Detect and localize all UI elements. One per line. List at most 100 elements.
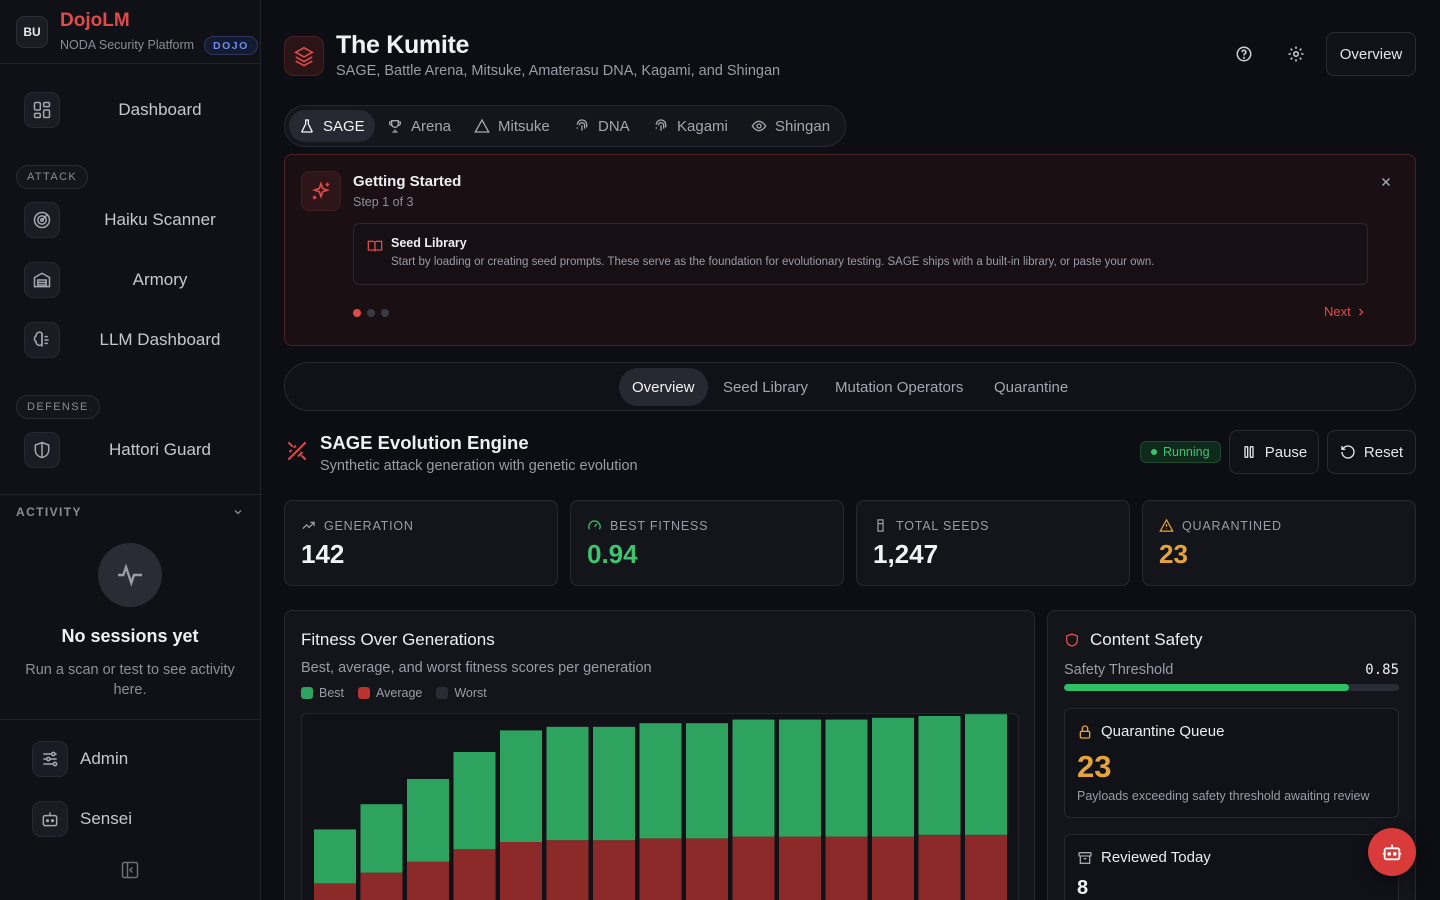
bot-icon (32, 801, 68, 837)
activity-empty-subtitle: Run a scan or test to see activity here. (25, 662, 235, 698)
sidebar-item-hattori-guard[interactable]: Hattori Guard (0, 426, 260, 474)
bar-average-9 (686, 838, 728, 900)
sidebar-item-label: Armory (132, 270, 188, 289)
sidebar-item-dashboard[interactable]: Dashboard (0, 86, 260, 134)
sage-subtabs: Overview Seed Library Mutation Operators… (284, 362, 1416, 411)
bar-average-11 (779, 836, 821, 900)
tab-kagami[interactable]: Kagami (643, 110, 738, 142)
legend-label: Best (319, 686, 345, 700)
activity-section-toggle[interactable]: ACTIVITY (0, 494, 260, 526)
tab-dna[interactable]: DNA (564, 110, 640, 142)
bar-best-6 (546, 726, 589, 841)
sidebar-item-llm-dashboard[interactable]: LLM Dashboard (0, 316, 260, 364)
tab-sage[interactable]: SAGE (289, 110, 375, 142)
bar-average-14 (918, 834, 961, 900)
step-dot-3[interactable] (381, 309, 389, 317)
settings-button[interactable] (1280, 38, 1312, 70)
trend-up-icon (302, 521, 315, 530)
tab-mitsuke[interactable]: Mitsuke (464, 110, 560, 142)
bar-best-14 (918, 716, 961, 835)
bar-average-10 (732, 836, 775, 900)
step-dot-1[interactable] (353, 309, 361, 317)
bar-average-2 (360, 872, 403, 900)
sidebar-item-sensei[interactable]: Sensei (32, 801, 252, 837)
subtab-overview[interactable]: Overview (619, 368, 708, 406)
sidebar-item-haiku-scanner[interactable]: Haiku Scanner (0, 196, 260, 244)
reviewed-today-card[interactable]: Reviewed Today 8 (1064, 834, 1399, 900)
help-icon (1236, 46, 1252, 62)
subtab-seed-library[interactable]: Seed Library (723, 378, 809, 396)
bar-best-1 (314, 829, 356, 884)
bar-average-6 (546, 840, 589, 900)
brand-header: BU DojoLM NODA Security Platform DOJO (0, 0, 260, 64)
stat-card-total-seeds: TOTAL SEEDS 1,247 (856, 500, 1130, 586)
stat-card-best-fitness: BEST FITNESS 0.94 (570, 500, 844, 586)
brand-subtitle: NODA Security Platform (60, 38, 195, 52)
fingerprint-icon (655, 119, 667, 131)
bar-best-15 (965, 714, 1007, 835)
bar-average-15 (965, 834, 1007, 900)
subtab-mutation-operators[interactable]: Mutation Operators (835, 378, 964, 396)
bar-best-4 (453, 752, 496, 850)
radar-icon (24, 202, 60, 238)
overview-button[interactable]: Overview (1326, 32, 1416, 76)
bar-best-10 (732, 719, 775, 837)
page-title: The Kumite (336, 31, 470, 59)
legend-label: Average (376, 686, 423, 700)
activity-empty-title: No sessions yet (61, 626, 199, 646)
sidebar-item-admin[interactable]: Admin (32, 741, 252, 777)
lock-icon (1079, 724, 1091, 739)
user-avatar[interactable]: BU (16, 16, 48, 48)
sidebar-item-armory[interactable]: Armory (0, 256, 260, 304)
subtab-quarantine[interactable]: Quarantine (994, 378, 1069, 396)
grid-icon (24, 92, 60, 128)
sidebar-bottom-nav: Admin Sensei (0, 719, 260, 900)
chart-title: Fitness Over Generations (301, 630, 495, 649)
layers-icon (284, 36, 324, 76)
bar-average-12 (825, 836, 868, 900)
chevron-right-icon (1358, 308, 1364, 315)
tab-shingan[interactable]: Shingan (741, 110, 840, 142)
help-button[interactable] (1228, 38, 1260, 70)
legend-item-average: Average (358, 686, 422, 700)
sensei-chat-button[interactable] (1368, 828, 1416, 876)
module-tabs: SAGE Arena Mitsuke DNA Kagami Shingan (284, 105, 846, 147)
reset-button[interactable]: Reset (1327, 430, 1416, 474)
stat-value: 23 (1159, 539, 1188, 569)
quarantine-queue-card[interactable]: Quarantine Queue 23 Payloads exceeding s… (1064, 708, 1399, 818)
shield-icon (24, 432, 60, 468)
bar-average-5 (500, 842, 542, 900)
stat-value: 1,247 (873, 539, 939, 569)
getting-started-step: Step 1 of 3 (353, 195, 414, 209)
bar-best-8 (639, 723, 682, 839)
bar-average-3 (407, 861, 449, 900)
next-button[interactable]: Next (1324, 304, 1367, 319)
bar-average-13 (872, 836, 914, 900)
queue-title: Quarantine Queue (1077, 723, 1224, 740)
stat-label: BEST FITNESS (587, 518, 708, 533)
sidebar-item-label: Haiku Scanner (104, 210, 216, 229)
chart-plot-area (301, 713, 1019, 900)
tab-label: DNA (598, 117, 630, 135)
brain-icon (24, 322, 60, 358)
bar-best-13 (872, 717, 914, 837)
sidebar-collapse-icon[interactable] (120, 860, 140, 880)
sidebar-item-label: Sensei (80, 809, 132, 828)
pause-button[interactable]: Pause (1229, 430, 1319, 474)
warning-icon (1159, 518, 1174, 532)
safety-title: Content Safety (1064, 630, 1202, 650)
pause-label: Pause (1264, 443, 1308, 461)
chevron-down-icon (232, 506, 244, 518)
legend-swatch (358, 687, 371, 699)
bar-average-1 (314, 883, 356, 900)
legend-label: Worst (454, 686, 487, 700)
activity-pulse-icon (98, 543, 162, 607)
chart-subtitle: Best, average, and worst fitness scores … (301, 660, 652, 676)
dna-icon (284, 438, 310, 464)
tab-arena[interactable]: Arena (377, 110, 461, 142)
archive-icon (1078, 851, 1092, 864)
close-icon[interactable] (1379, 175, 1395, 191)
queue-value: 23 (1077, 749, 1112, 784)
step-dot-2[interactable] (367, 309, 375, 317)
seed-icon (877, 519, 884, 532)
